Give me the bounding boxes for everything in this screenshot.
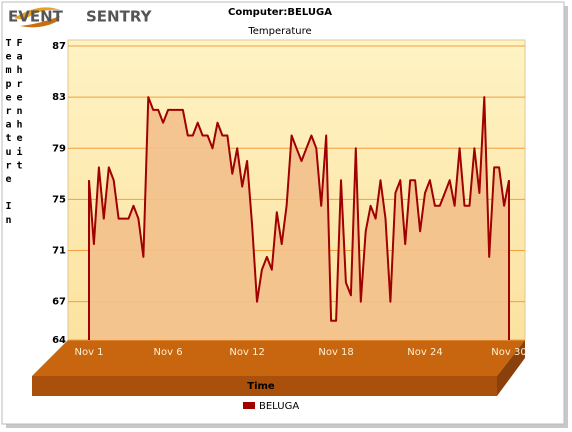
line (88, 96, 510, 322)
area-fill (89, 97, 509, 340)
legend-swatch (243, 402, 255, 409)
y-tick-label: 87 (52, 41, 66, 52)
y-tick-label: 71 (52, 246, 66, 257)
floor-front (32, 376, 497, 396)
legend-label: BELUGA (259, 401, 299, 412)
x-tick-label: Nov 30 (491, 347, 526, 358)
y-tick-label: 79 (52, 143, 66, 154)
x-tick-label: Nov 24 (407, 347, 442, 358)
y-tick-label: 75 (52, 194, 66, 205)
y-tick-label: 67 (52, 297, 66, 308)
floor (32, 340, 525, 376)
chart-subtitle: Temperature (247, 26, 311, 37)
y-tick-label: 83 (52, 92, 66, 103)
x-tick-label: Nov 1 (74, 347, 103, 358)
logo-swoosh (14, 7, 60, 20)
y-axis-label: Temperature In Fahrenheit (3, 38, 25, 229)
chart-title: Computer:BELUGA (228, 7, 332, 18)
logo-text: EVENT (8, 8, 64, 26)
logo-swoosh (20, 16, 60, 28)
floor-side (497, 340, 525, 396)
y-tick-label: 64 (52, 335, 66, 346)
x-tick-label: Nov 6 (154, 347, 183, 358)
logo-text: SENTRY (86, 8, 153, 26)
x-tick-label: Nov 18 (318, 347, 353, 358)
x-tick-label: Nov 12 (229, 347, 264, 358)
x-axis-label: Time (247, 381, 275, 392)
